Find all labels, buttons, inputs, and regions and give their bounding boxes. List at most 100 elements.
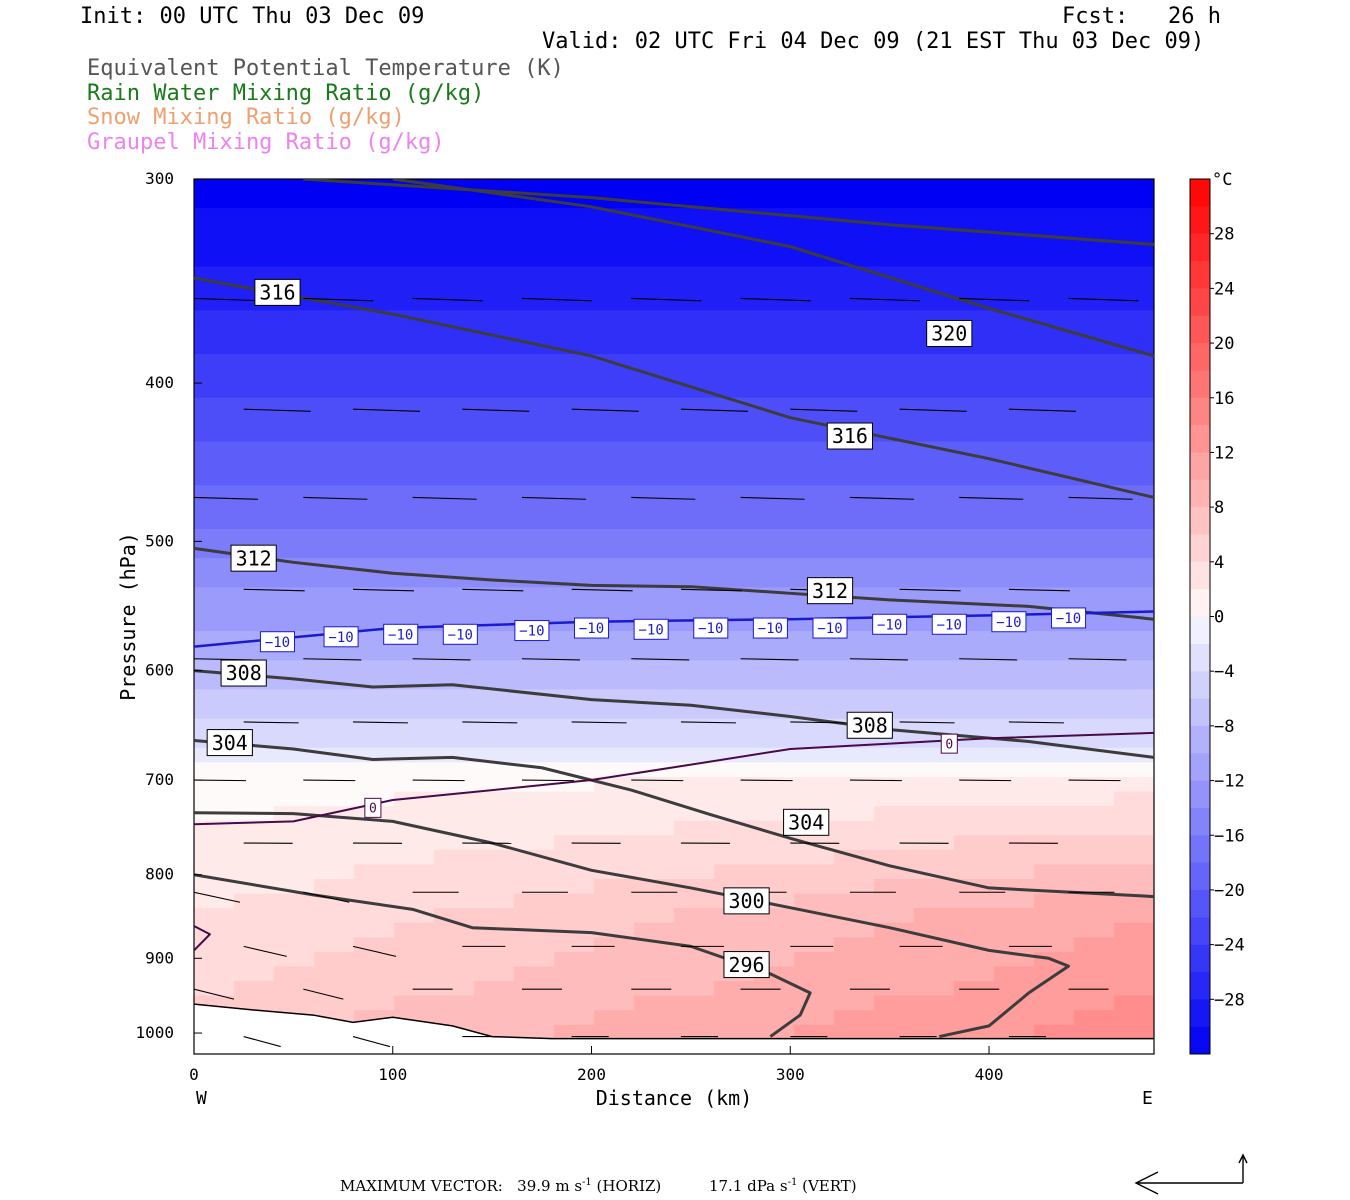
temperature-cell bbox=[1114, 922, 1154, 938]
temperature-cell bbox=[474, 251, 515, 268]
temperature-cell bbox=[754, 470, 795, 486]
temperature-cell bbox=[834, 383, 875, 399]
temperature-cell bbox=[994, 179, 1035, 195]
temperature-cell bbox=[274, 776, 315, 793]
x-end-label-west: W bbox=[196, 1088, 207, 1109]
wind-vector bbox=[1068, 779, 1121, 782]
temperature-cell bbox=[474, 558, 515, 574]
theta-e-label-box bbox=[230, 544, 277, 572]
temperature-cell bbox=[874, 631, 915, 647]
temperature-cell bbox=[434, 499, 475, 516]
temperature-cell bbox=[1074, 587, 1115, 603]
temperature-cell bbox=[954, 995, 995, 1011]
temperature-cell bbox=[794, 922, 835, 938]
temperature-cell bbox=[394, 499, 435, 516]
temperature-cell bbox=[994, 237, 1035, 253]
temperature-cell bbox=[634, 441, 675, 457]
wind-vector bbox=[243, 721, 299, 724]
isotherm-label-box bbox=[514, 620, 550, 642]
vert-unit: (VERT) bbox=[802, 1177, 857, 1195]
temperature-cell bbox=[354, 995, 395, 1011]
temperature-cell bbox=[1114, 543, 1154, 559]
temperature-cell bbox=[514, 426, 555, 443]
temperature-cell bbox=[274, 733, 315, 749]
temperature-cell bbox=[1034, 485, 1075, 501]
temperature-cell bbox=[354, 762, 395, 778]
temperature-cell bbox=[1114, 776, 1154, 793]
isotherm-label-box bbox=[259, 631, 295, 653]
temperature-cell bbox=[674, 324, 715, 341]
temperature-cell bbox=[514, 747, 555, 763]
temperature-cell bbox=[834, 339, 875, 355]
temperature-cell bbox=[234, 849, 275, 866]
temperature-cell bbox=[394, 835, 435, 851]
temperature-cell bbox=[954, 806, 995, 822]
temperature-cell bbox=[554, 1024, 595, 1041]
temperature-cell bbox=[994, 324, 1035, 341]
temperature-cell bbox=[514, 295, 555, 311]
temperature-cell bbox=[874, 937, 915, 953]
temperature-cell bbox=[1034, 849, 1075, 866]
colorbar-band bbox=[1190, 753, 1210, 782]
temperature-cell bbox=[1034, 529, 1075, 545]
temperature-cell bbox=[314, 383, 355, 399]
temperature-cell bbox=[394, 529, 435, 545]
temperature-cell bbox=[794, 485, 835, 501]
temperature-cell bbox=[794, 514, 835, 530]
temperature-cell bbox=[914, 208, 955, 224]
temperature-cell bbox=[354, 645, 395, 661]
temperature-cell bbox=[594, 908, 635, 924]
temperature-cell bbox=[1114, 529, 1154, 545]
temperature-cell bbox=[314, 908, 355, 924]
temperature-cell bbox=[1074, 1010, 1115, 1026]
temperature-cell bbox=[834, 266, 875, 282]
temperature-cell bbox=[754, 718, 795, 734]
wind-vector bbox=[352, 588, 415, 592]
temperature-cell bbox=[1114, 412, 1154, 428]
isotherm-label-box bbox=[323, 626, 359, 648]
temperature-cell bbox=[874, 893, 915, 909]
temperature-cell bbox=[274, 426, 315, 443]
temperature-cell bbox=[234, 995, 275, 1011]
temperature-cell bbox=[914, 995, 955, 1011]
colorbar-band bbox=[1190, 343, 1210, 371]
temperature-cell bbox=[754, 776, 795, 793]
temperature-cell bbox=[954, 1024, 995, 1041]
temperature-cell bbox=[754, 310, 795, 326]
isotherm-label: −10 bbox=[638, 622, 663, 638]
temperature-cell bbox=[834, 1010, 875, 1026]
temperature-cell bbox=[674, 674, 715, 691]
temperature-cell bbox=[194, 485, 235, 501]
temperature-cell bbox=[954, 179, 995, 195]
x-tick-label: 0 bbox=[189, 1065, 199, 1084]
temperature-cell bbox=[394, 733, 435, 749]
temperature-cell bbox=[794, 601, 835, 618]
temperature-cell bbox=[954, 397, 995, 413]
wind-vector bbox=[959, 658, 1018, 661]
temperature-cell bbox=[874, 412, 915, 428]
temperature-cell bbox=[634, 397, 675, 413]
temperature-cell bbox=[194, 339, 235, 355]
temperature-cell bbox=[434, 879, 475, 895]
temperature-cell bbox=[674, 412, 715, 428]
temperature-cell bbox=[1034, 368, 1075, 384]
terrain-line bbox=[194, 1003, 1154, 1040]
temperature-cell bbox=[1114, 631, 1154, 647]
y-axis-label: Pressure (hPa) bbox=[116, 532, 140, 701]
temperature-cell bbox=[1114, 354, 1154, 370]
temperature-cell bbox=[914, 514, 955, 530]
temperature-cell bbox=[954, 587, 995, 603]
temperature-cell bbox=[594, 470, 635, 486]
temperature-cell bbox=[834, 966, 875, 982]
temperature-cell bbox=[314, 237, 355, 253]
y-tick-label: 300 bbox=[145, 169, 174, 188]
temperature-cell bbox=[554, 587, 595, 603]
temperature-cell bbox=[994, 383, 1035, 399]
temperature-cell bbox=[474, 485, 515, 501]
temperature-cell bbox=[714, 412, 755, 428]
temperature-cell bbox=[354, 981, 395, 997]
temperature-cell bbox=[594, 747, 635, 763]
temperature-cell bbox=[1074, 354, 1115, 370]
temperature-cell bbox=[514, 995, 555, 1011]
wind-vector bbox=[194, 297, 265, 302]
